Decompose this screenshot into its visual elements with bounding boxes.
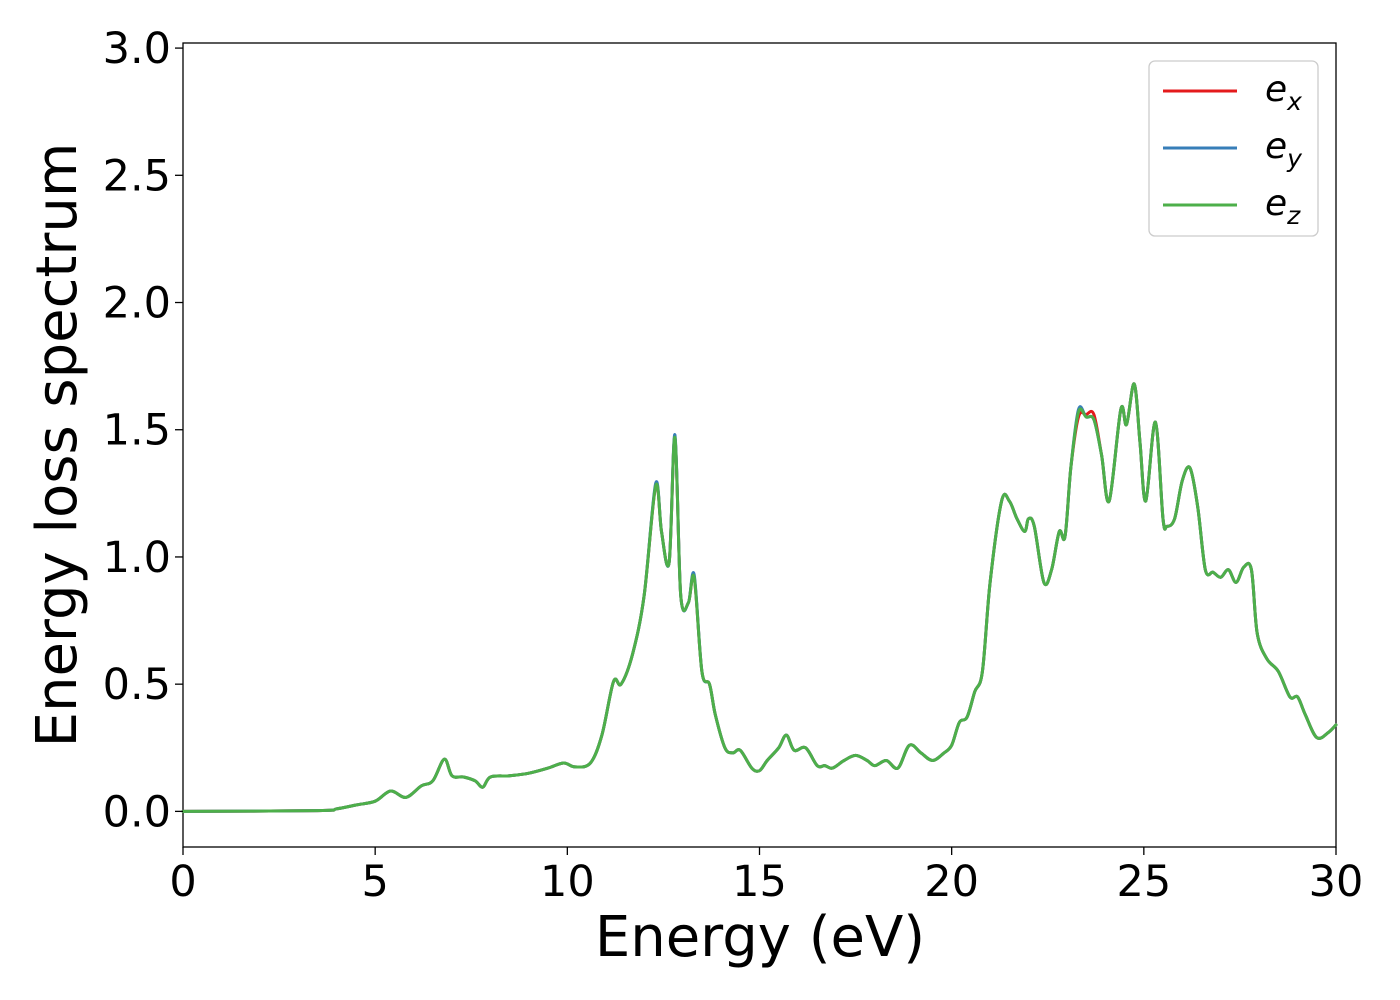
y-axis-label: Energy loss spectrum <box>25 143 90 748</box>
y-tick-label: 2.5 <box>103 151 171 201</box>
legend-label: ey <box>1265 126 1303 173</box>
x-tick-label: 15 <box>732 857 787 907</box>
y-tick-label: 0.5 <box>103 660 171 710</box>
x-axis-label: Energy (eV) <box>595 905 925 970</box>
series-line-e-z <box>181 382 1338 813</box>
y-tick-label: 2.0 <box>103 279 171 329</box>
series-layer <box>181 382 1338 813</box>
y-tick-label: 1.5 <box>103 406 171 456</box>
x-tick-label: 30 <box>1309 857 1364 907</box>
x-tick-label: 10 <box>540 857 595 907</box>
x-tick-label: 25 <box>1116 857 1171 907</box>
y-tick-label: 1.0 <box>103 533 171 583</box>
ticks-layer: 0 5 10 15 20 25 30 0.0 0.5 1.0 1.5 2.0 2.5 3.0 <box>103 24 1364 907</box>
legend: ex ey ez <box>1148 60 1319 237</box>
x-tick-label: 5 <box>361 857 388 907</box>
x-tick-label: 0 <box>169 857 196 907</box>
legend-label: ez <box>1265 183 1301 230</box>
legend-label: ex <box>1265 69 1302 116</box>
y-tick-label: 3.0 <box>103 24 171 74</box>
y-tick-label: 0.0 <box>103 787 171 837</box>
x-tick-label: 20 <box>924 857 979 907</box>
